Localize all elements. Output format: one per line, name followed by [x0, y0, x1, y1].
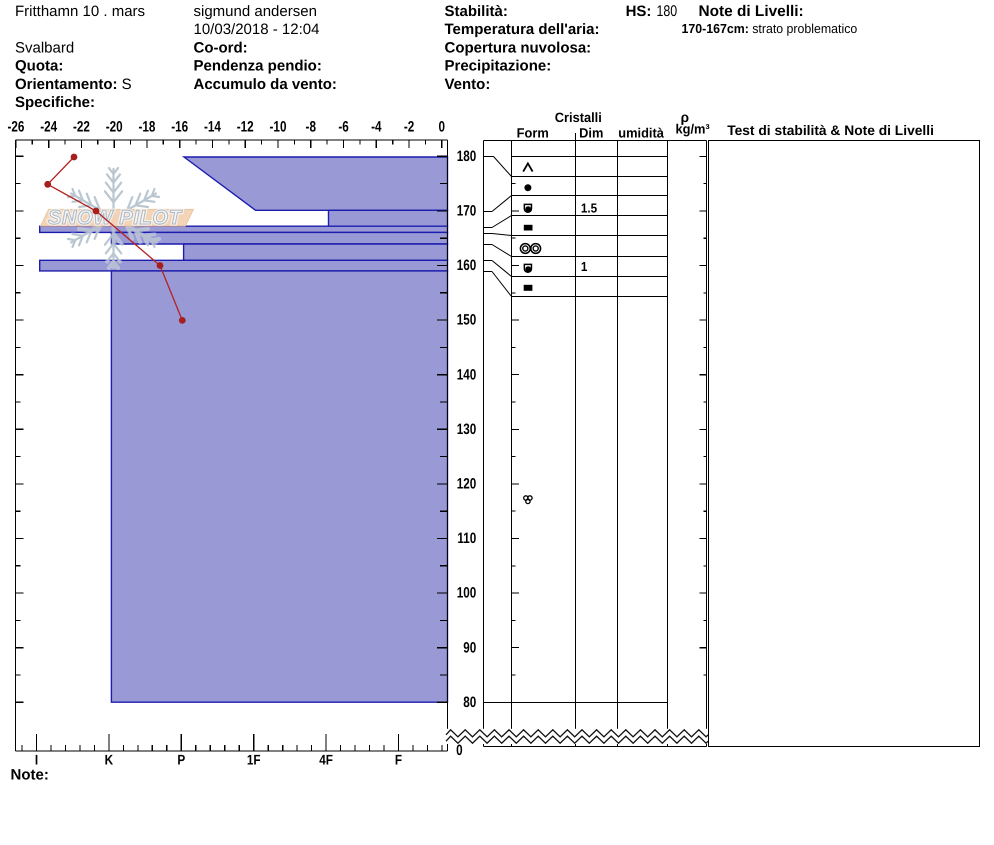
- svg-text:HS:: HS:: [626, 3, 652, 20]
- svg-text:Pendenza pendio:: Pendenza pendio:: [194, 58, 322, 75]
- svg-text:Quota:: Quota:: [15, 58, 63, 75]
- svg-text:-24: -24: [40, 119, 57, 136]
- svg-text:0: 0: [456, 742, 463, 759]
- svg-text:90: 90: [463, 639, 476, 656]
- svg-text:-8: -8: [306, 119, 316, 136]
- svg-text:-26: -26: [7, 119, 24, 136]
- svg-text:-22: -22: [73, 119, 90, 136]
- svg-text:110: 110: [457, 530, 476, 547]
- svg-text:1: 1: [581, 259, 588, 274]
- svg-text:-20: -20: [106, 119, 123, 136]
- svg-text:Cristalli: Cristalli: [555, 110, 602, 125]
- svg-text:Svalbard: Svalbard: [15, 39, 74, 56]
- svg-text:Orientamento: S: Orientamento: S: [15, 76, 132, 93]
- svg-text:-6: -6: [338, 119, 348, 136]
- svg-text:4F: 4F: [319, 752, 333, 768]
- svg-text:K: K: [105, 752, 114, 768]
- svg-text:-12: -12: [237, 119, 254, 136]
- svg-text:Note di Livelli:: Note di Livelli:: [699, 3, 804, 20]
- svg-text:180: 180: [457, 148, 477, 165]
- svg-text:Precipitazione:: Precipitazione:: [445, 58, 552, 75]
- svg-text:-2: -2: [404, 119, 414, 136]
- svg-text:-14: -14: [204, 119, 221, 136]
- svg-text:Dim: Dim: [579, 126, 603, 141]
- svg-text:Copertura nuvolosa:: Copertura nuvolosa:: [445, 39, 592, 56]
- svg-text:Test di stabilità & Note di Li: Test di stabilità & Note di Livelli: [727, 123, 934, 138]
- svg-text:140: 140: [457, 366, 477, 383]
- svg-text:150: 150: [457, 312, 477, 329]
- svg-text:-4: -4: [371, 119, 382, 136]
- svg-text:Specifiche:: Specifiche:: [15, 94, 95, 111]
- svg-text:F: F: [395, 752, 403, 768]
- svg-text:SNOW PILOT: SNOW PILOT: [48, 207, 183, 229]
- svg-text:Accumulo da vento:: Accumulo da vento:: [194, 76, 337, 93]
- svg-text:Fritthamn 10 . mars: Fritthamn 10 . mars: [15, 3, 145, 20]
- svg-text:kg/m³: kg/m³: [675, 122, 710, 137]
- svg-text:160: 160: [457, 257, 477, 274]
- svg-text:10/03/2018 - 12:04: 10/03/2018 - 12:04: [194, 21, 320, 38]
- svg-text:0: 0: [439, 119, 446, 136]
- svg-text:170-167cm: strato problematico: 170-167cm: strato problematico: [682, 21, 858, 36]
- svg-text:-10: -10: [270, 119, 287, 136]
- svg-text:Co-ord:: Co-ord:: [194, 39, 248, 56]
- svg-text:I: I: [35, 752, 38, 768]
- svg-text:1.5: 1.5: [581, 201, 597, 216]
- svg-text:-18: -18: [139, 119, 156, 136]
- svg-text:130: 130: [457, 421, 477, 438]
- svg-text:Form: Form: [517, 126, 549, 141]
- svg-text:170: 170: [457, 203, 477, 220]
- svg-text:P: P: [177, 752, 185, 768]
- svg-text:80: 80: [463, 694, 476, 711]
- svg-text:Vento:: Vento:: [445, 76, 491, 93]
- svg-text:Stabilità:: Stabilità:: [445, 3, 508, 20]
- svg-text:ρ: ρ: [681, 109, 690, 125]
- svg-text:Temperatura dell'aria:: Temperatura dell'aria:: [445, 21, 600, 38]
- svg-text:Note:: Note:: [11, 767, 49, 784]
- svg-text:120: 120: [457, 476, 477, 493]
- svg-text:100: 100: [457, 585, 477, 602]
- svg-text:-16: -16: [171, 119, 188, 136]
- svg-text:180: 180: [656, 3, 677, 20]
- svg-text:umidità: umidità: [618, 126, 664, 141]
- svg-text:1F: 1F: [247, 752, 261, 768]
- svg-text:sigmund andersen: sigmund andersen: [194, 3, 317, 20]
